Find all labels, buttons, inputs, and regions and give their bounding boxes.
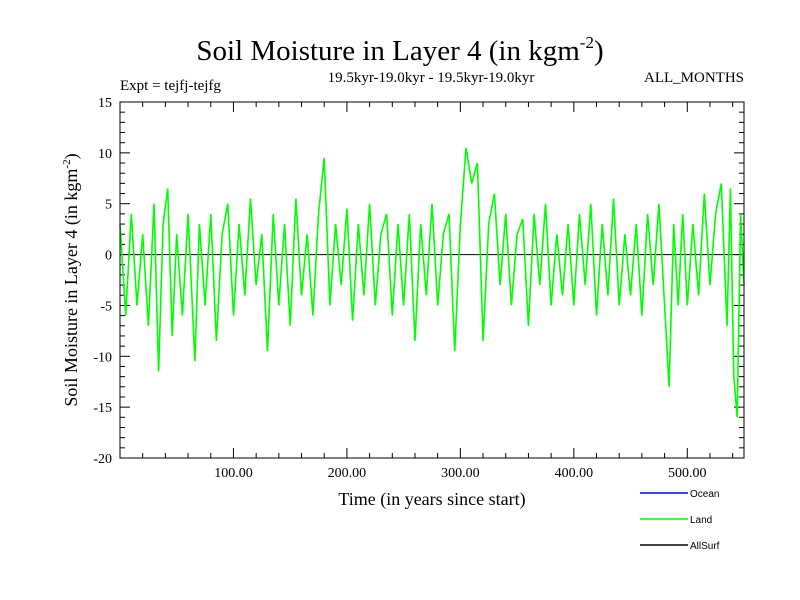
chart-title: Soil Moisture in Layer 4 (in kgm-2)	[196, 33, 603, 67]
legend-label-ocean: Ocean	[690, 489, 719, 500]
plot-frame	[119, 101, 745, 459]
y-tick-label: -10	[93, 350, 112, 365]
y-tick-label: -5	[100, 299, 112, 314]
chart-title-sup: -2	[580, 33, 594, 52]
series-layer	[119, 147, 745, 418]
y-tick-label: 15	[98, 96, 112, 111]
y-tick-label: -15	[93, 401, 112, 416]
legend-label-land: Land	[690, 515, 712, 526]
x-tick-label: 300.00	[441, 466, 480, 481]
x-axis-label: Time (in years since start)	[338, 489, 525, 510]
subtitle-center: 19.5kyr-19.0kyr - 19.5kyr-19.0kyr	[328, 70, 535, 86]
y-axis-label-sup: -2	[61, 159, 73, 168]
legend: Ocean Land AllSurf	[640, 489, 720, 552]
x-tick-label: 100.00	[214, 466, 253, 481]
y-axis-label-text: Soil Moisture in Layer 4 (in kgm	[61, 169, 82, 407]
x-tick-label: 200.00	[328, 466, 367, 481]
chart-title-text: Soil Moisture in Layer 4 (in kgm	[196, 35, 580, 67]
x-tick-label: 500.00	[668, 466, 707, 481]
y-tick-label: 5	[105, 198, 112, 213]
y-tick-label: -20	[93, 452, 112, 467]
legend-label-allsurf: AllSurf	[690, 541, 720, 552]
x-tick-label: 400.00	[555, 466, 594, 481]
chart-title-end: )	[594, 35, 604, 67]
y-tick-label: 0	[105, 249, 112, 264]
y-tick-label: 10	[98, 147, 112, 162]
series-line-land	[119, 147, 745, 418]
subtitle-left: Expt = tejfj-tejfg	[120, 78, 221, 94]
y-axis-label: Soil Moisture in Layer 4 (in kgm-2)	[61, 153, 82, 406]
subtitle-right: ALL_MONTHS	[644, 70, 744, 86]
y-axis-label-end: )	[61, 153, 82, 159]
